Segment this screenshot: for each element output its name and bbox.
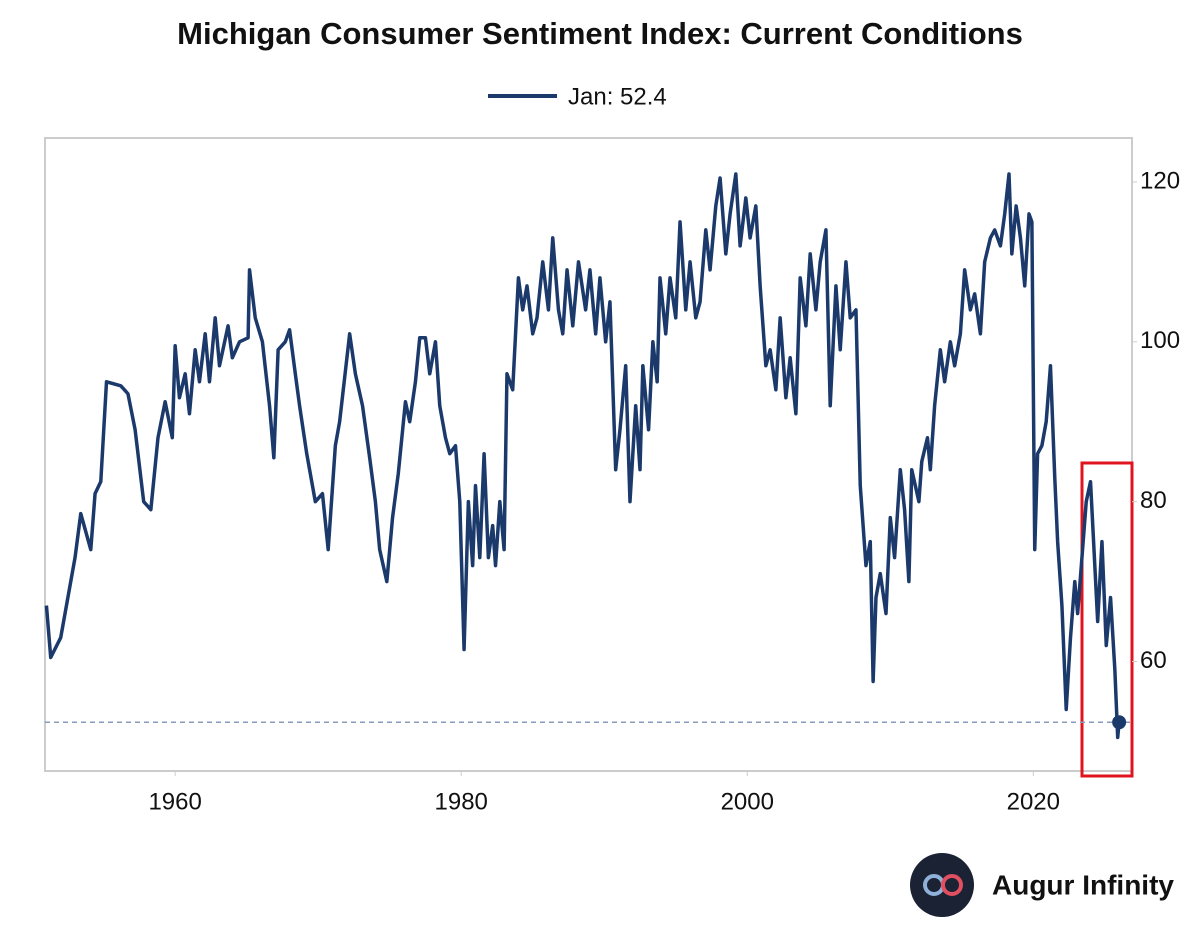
y-tick-label: 100 — [1140, 327, 1180, 354]
chart-title: Michigan Consumer Sentiment Index: Curre… — [177, 16, 1023, 51]
series-line — [44, 172, 1121, 740]
x-tick-label: 2000 — [721, 788, 774, 815]
highlight-box — [1080, 461, 1134, 778]
x-tick-label: 1960 — [148, 788, 201, 815]
y-tick-label: 80 — [1140, 487, 1167, 514]
legend-label: Jan: 52.4 — [568, 83, 667, 110]
brand-name: Augur Infinity — [992, 869, 1174, 900]
y-tick-label: 120 — [1140, 167, 1180, 194]
plot-frame — [44, 137, 1133, 772]
x-tick-label: 1980 — [435, 788, 488, 815]
last-point — [1112, 715, 1127, 730]
x-tick-label: 2020 — [1007, 788, 1060, 815]
y-tick-label: 60 — [1140, 647, 1167, 674]
brand-logo-ring — [941, 874, 963, 896]
